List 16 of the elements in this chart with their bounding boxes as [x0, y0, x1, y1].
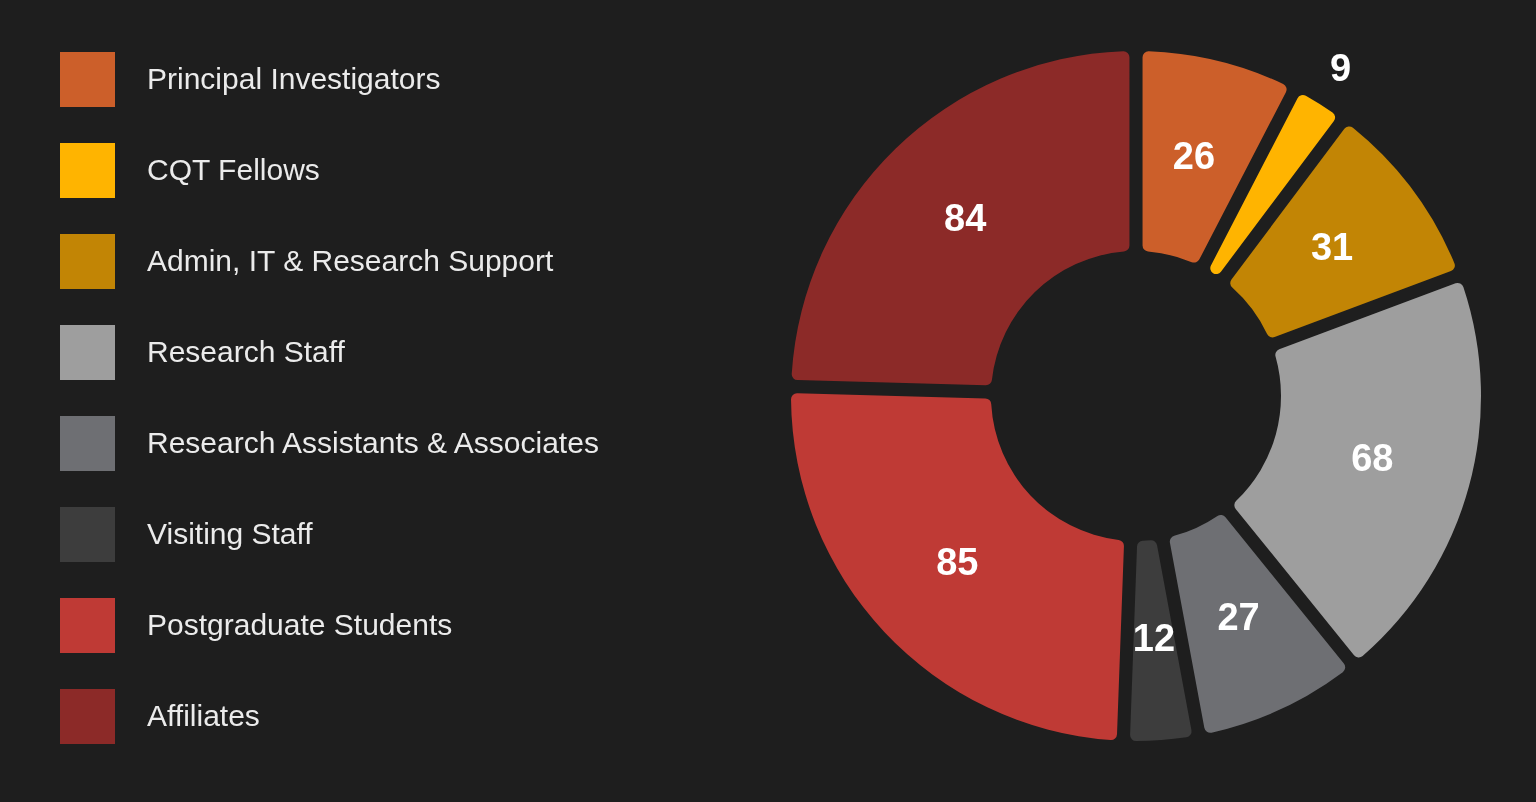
- data-label: 9: [1330, 46, 1352, 89]
- legend-label: Visiting Staff: [147, 516, 314, 550]
- legend-label: Postgraduate Students: [147, 607, 453, 641]
- legend-label: Research Staff: [147, 334, 346, 368]
- legend-label: Affiliates: [147, 698, 260, 732]
- data-label: 85: [936, 540, 979, 583]
- data-label: 84: [944, 197, 987, 240]
- data-label: 12: [1132, 617, 1176, 660]
- legend-label: Research Assistants & Associates: [147, 425, 599, 459]
- legend-label: Principal Investigators: [147, 61, 441, 95]
- data-label: 31: [1310, 226, 1354, 269]
- legend-label: Admin, IT & Research Support: [147, 243, 554, 277]
- legend-label: CQT Fellows: [147, 152, 320, 186]
- data-label: 68: [1351, 437, 1394, 480]
- data-label: 27: [1217, 595, 1260, 638]
- data-label: 26: [1172, 134, 1216, 177]
